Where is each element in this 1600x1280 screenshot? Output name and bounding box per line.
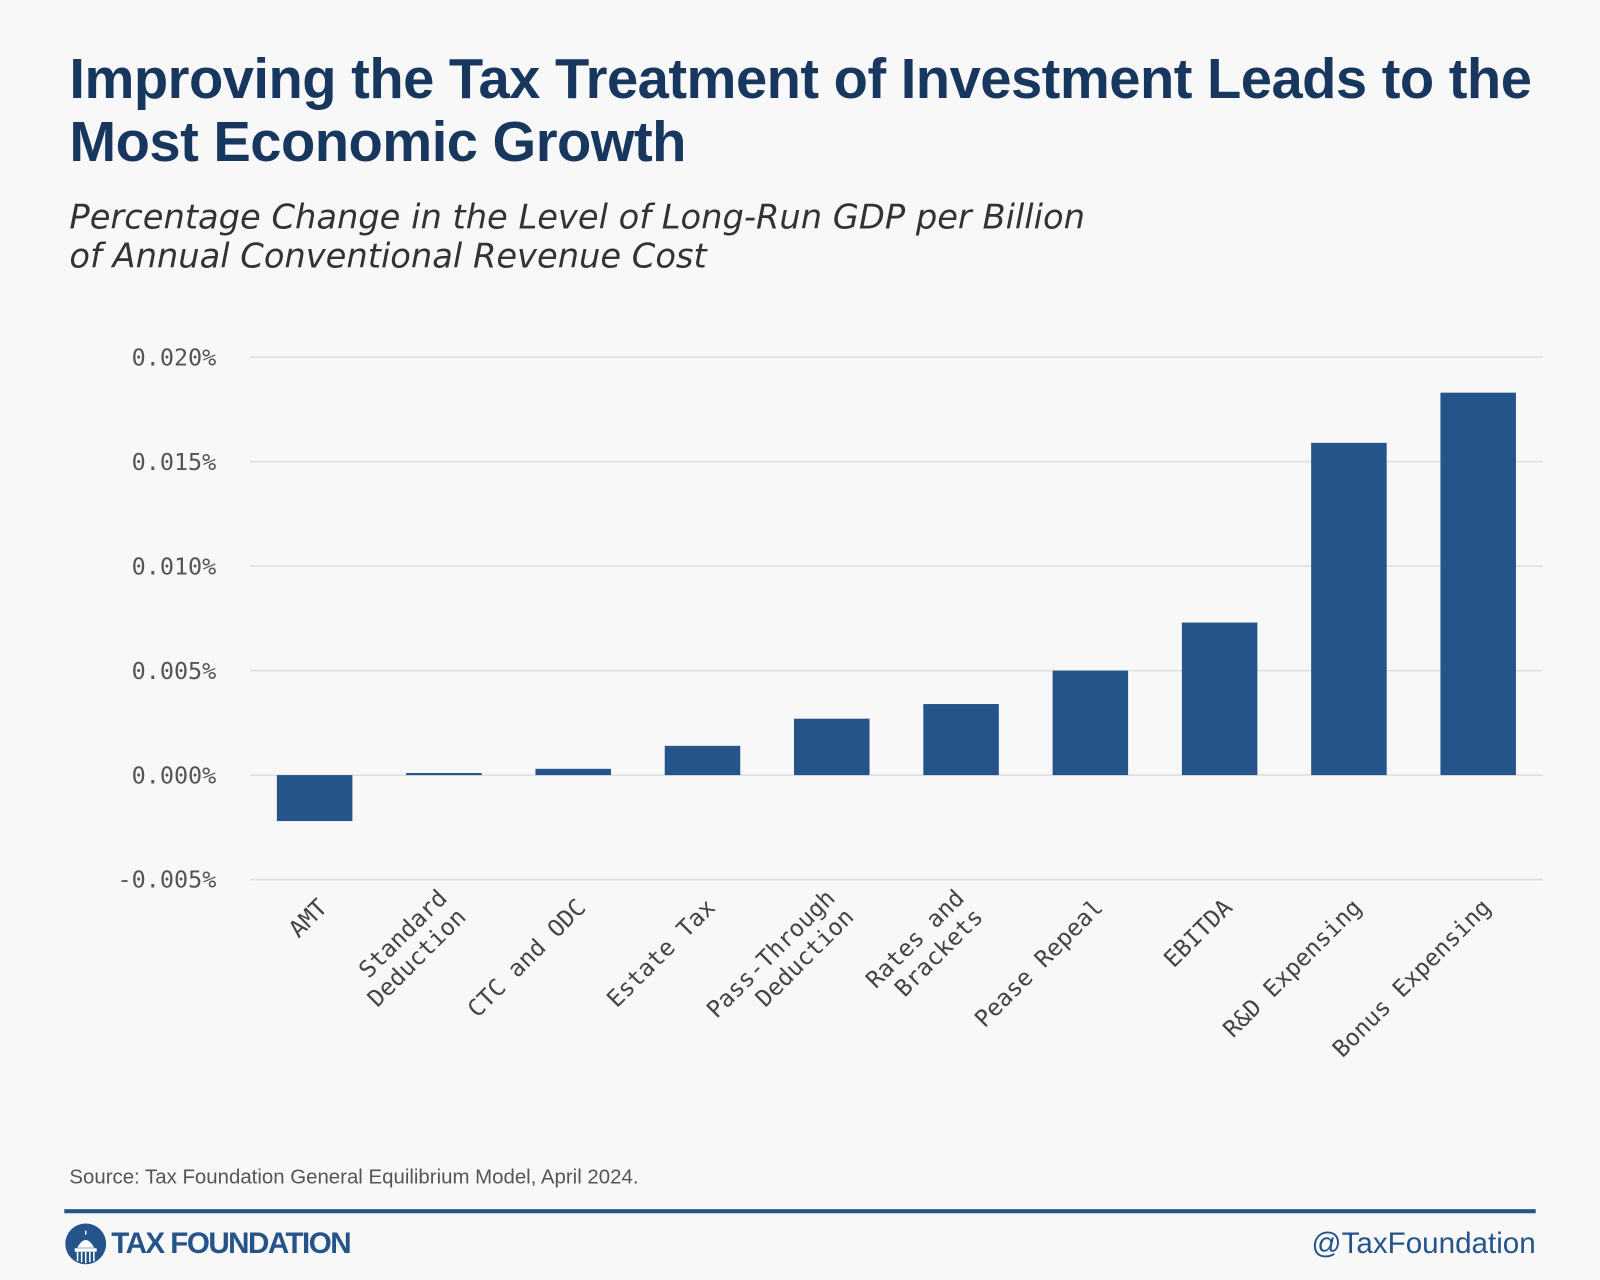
chart-subtitle: Percentage Change in the Level of Long-R… [69,196,1085,276]
x-tick-label: EBITDA [1158,893,1238,973]
x-tick-label: CTC and ODC [462,893,592,1023]
chart-title: Improving the Tax Treatment of Investmen… [69,46,1532,174]
bar [1440,392,1516,776]
subtitle-line-2: of Annual Conventional Revenue Cost [69,235,707,276]
x-tick-label-line: EBITDA [1158,893,1238,973]
bar [535,768,611,776]
capitol-dome-icon [65,1223,107,1265]
x-tick-label-line: Pease Repeal [969,893,1109,1033]
bar [406,773,482,776]
tax-foundation-logo: TAX FOUNDATION [64,1222,352,1265]
y-tick-label: -0.005% [117,866,216,894]
x-tick-label-line: AMT [283,893,333,943]
bar [664,745,741,776]
x-tick-label-line: CTC and ODC [462,893,592,1023]
bar [276,775,353,822]
footer-divider [64,1209,1536,1214]
subtitle-line-1: Percentage Change in the Level of Long-R… [69,196,1085,237]
bar [1181,622,1258,776]
source-note: Source: Tax Foundation General Equilibri… [69,1166,639,1189]
bar [923,704,999,776]
x-tick-label-line: Estate Tax [601,893,721,1013]
logo-text: TAX FOUNDATION [111,1227,351,1260]
x-tick-label: R&D Expensing [1217,893,1367,1043]
y-tick-label: 0.010% [132,552,217,580]
x-tick-label: Estate Tax [601,893,721,1013]
x-tick-label: AMT [283,893,333,943]
y-tick-label: 0.015% [132,448,217,476]
bar [1311,442,1387,776]
x-tick-label: Pease Repeal [969,893,1109,1033]
y-tick-label: 0.005% [132,657,217,685]
x-tick-label-line: R&D Expensing [1217,893,1367,1043]
y-tick-label: 0.020% [132,343,217,371]
twitter-handle[interactable]: @TaxFoundation [1311,1227,1536,1261]
bar [1052,670,1129,776]
bar [794,718,870,776]
y-tick-label: 0.000% [132,761,217,789]
